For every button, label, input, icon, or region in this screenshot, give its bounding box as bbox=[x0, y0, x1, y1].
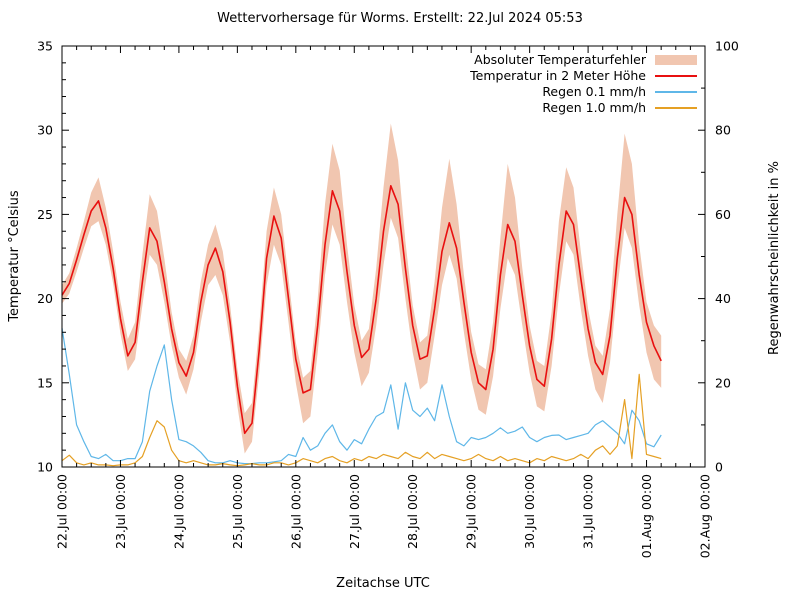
y-right-axis-title: Regenwahrscheinlichkeit in % bbox=[767, 161, 782, 355]
temperature-error-band-swatch bbox=[655, 54, 697, 65]
y-right-tick-label: 60 bbox=[715, 207, 731, 222]
temperature-line-swatch bbox=[655, 74, 697, 77]
y-left-tick-label: 30 bbox=[37, 123, 53, 138]
rain-10-line-swatch bbox=[655, 106, 697, 109]
x-tick-label: 23.Jul 00:00 bbox=[113, 474, 128, 549]
y-right-tick-label: 100 bbox=[715, 39, 739, 54]
legend-label: Absoluter Temperaturfehler bbox=[474, 52, 646, 67]
x-tick-label: 29.Jul 00:00 bbox=[464, 474, 479, 549]
axis-ticks bbox=[61, 45, 706, 468]
x-axis-title: Zeitachse UTC bbox=[336, 576, 430, 591]
legend-item-temperature-error: Absoluter Temperaturfehler bbox=[470, 52, 697, 67]
rain-01-line bbox=[61, 328, 662, 465]
x-tick-label: 02.Aug 00:00 bbox=[698, 474, 713, 558]
legend-label: Regen 0.1 mm/h bbox=[542, 84, 646, 99]
y-left-tick-label: 35 bbox=[37, 39, 53, 54]
y-right-tick-label: 40 bbox=[715, 291, 731, 306]
chart-legend: Absoluter Temperaturfehler Temperatur in… bbox=[470, 52, 697, 115]
legend-item-rain-10: Regen 1.0 mm/h bbox=[470, 100, 697, 115]
x-tick-label: 24.Jul 00:00 bbox=[171, 474, 186, 549]
rain-10-line bbox=[61, 373, 662, 467]
y-left-axis-title: Temperatur °Celsius bbox=[7, 190, 22, 323]
y-right-tick-label: 80 bbox=[715, 123, 731, 138]
legend-label: Regen 1.0 mm/h bbox=[542, 100, 646, 115]
y-right-tick-label: 20 bbox=[715, 375, 731, 390]
x-tick-label: 30.Jul 00:00 bbox=[522, 474, 537, 549]
chart-title: Wettervorhersage für Worms. Erstellt: 22… bbox=[217, 11, 583, 26]
y-left-tick-label: 15 bbox=[37, 375, 53, 390]
x-tick-label: 28.Jul 00:00 bbox=[405, 474, 420, 549]
x-tick-label: 27.Jul 00:00 bbox=[347, 474, 362, 549]
x-tick-label: 25.Jul 00:00 bbox=[230, 474, 245, 549]
legend-label: Temperatur in 2 Meter Höhe bbox=[470, 68, 646, 83]
axis-tick-labels: 10 15 20 25 30 35 0 20 40 60 80 100 22.Jul 00:00 23.J… bbox=[37, 39, 739, 559]
rain-01-line-swatch bbox=[655, 90, 697, 93]
x-tick-label: 01.Aug 00:00 bbox=[639, 474, 654, 558]
y-left-tick-label: 10 bbox=[37, 460, 53, 475]
plot-series bbox=[61, 123, 662, 467]
x-tick-label: 26.Jul 00:00 bbox=[288, 474, 303, 549]
legend-item-rain-01: Regen 0.1 mm/h bbox=[470, 84, 697, 99]
y-right-tick-label: 0 bbox=[715, 460, 723, 475]
temperature-error-band bbox=[62, 123, 662, 454]
x-tick-label: 22.Jul 00:00 bbox=[55, 474, 70, 549]
y-left-tick-label: 25 bbox=[37, 207, 53, 222]
legend-item-temperature: Temperatur in 2 Meter Höhe bbox=[470, 68, 697, 83]
temperature-line bbox=[61, 185, 662, 435]
x-tick-label: 31.Jul 00:00 bbox=[581, 474, 596, 549]
y-left-tick-label: 20 bbox=[37, 291, 53, 306]
